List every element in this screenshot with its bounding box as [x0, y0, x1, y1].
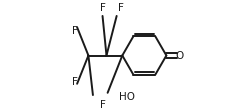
- Text: F: F: [100, 99, 106, 109]
- Text: F: F: [72, 25, 78, 35]
- Text: HO: HO: [119, 91, 135, 101]
- Text: F: F: [100, 3, 106, 13]
- Text: F: F: [118, 3, 124, 13]
- Text: F: F: [72, 77, 78, 87]
- Text: O: O: [175, 51, 184, 61]
